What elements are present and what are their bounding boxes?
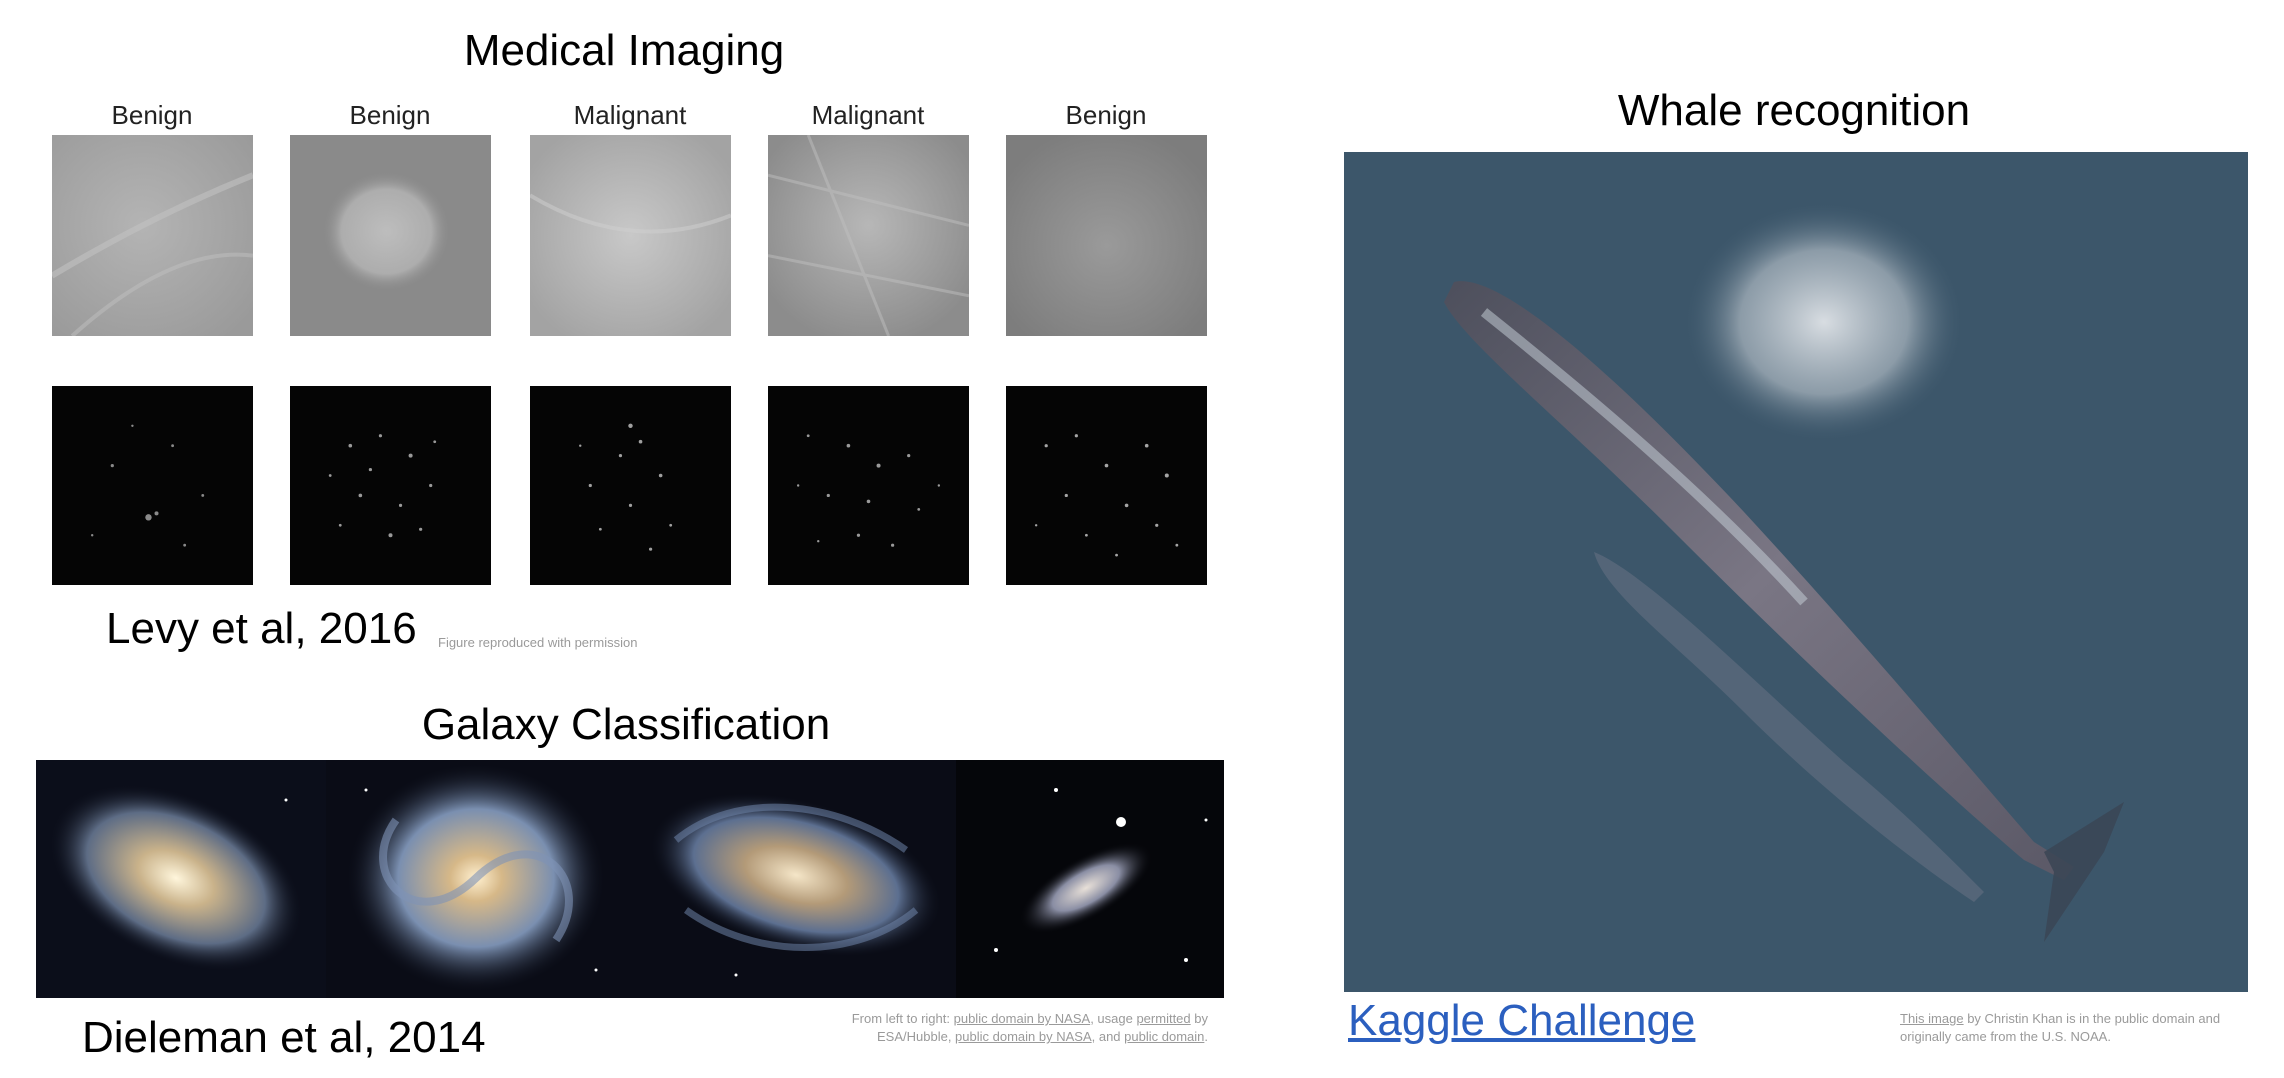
saliency-map-2 (290, 386, 491, 585)
mammogram-image-2 (290, 135, 491, 336)
mammogram-image-5 (1006, 135, 1207, 336)
credit-prefix: From left to right: (851, 1011, 954, 1026)
mammogram-image-4 (768, 135, 969, 336)
galaxy-image-credit: From left to right: public domain by NAS… (700, 1010, 1208, 1046)
credit-mid-3: , and (1091, 1029, 1125, 1044)
mammogram-image-1 (52, 135, 253, 336)
permission-note: Figure reproduced with permission (438, 635, 638, 650)
saliency-map-1 (52, 386, 253, 585)
column-label-4: Malignant (811, 100, 925, 130)
whale-recognition-title: Whale recognition (1617, 86, 1971, 135)
credit-mid-2: by (1190, 1011, 1208, 1026)
credit-line2-prefix: ESA/Hubble, (877, 1029, 956, 1044)
galaxy-citation: Dieleman et al, 2014 (82, 1013, 486, 1062)
medical-citation: Levy et al, 2016 (106, 604, 417, 653)
mammogram-image-3 (530, 135, 731, 336)
whale-credit-text-1: by Christin Khan is in the public domain… (1963, 1011, 2221, 1026)
credit-link-permitted[interactable]: permitted (1136, 1011, 1191, 1026)
galaxy-classification-title: Galaxy Classification (421, 700, 831, 749)
column-label-2: Benign (349, 100, 431, 130)
whale-image-credit: This image by Christin Khan is in the pu… (1900, 1010, 2260, 1046)
saliency-map-4 (768, 386, 969, 585)
whale-credit-text-2: originally came from the U.S. NOAA. (1900, 1029, 2111, 1044)
credit-link-nasa-2[interactable]: public domain by NASA (955, 1029, 1092, 1044)
credit-end: . (1204, 1029, 1208, 1044)
kaggle-challenge-link[interactable]: Kaggle Challenge (1348, 996, 1696, 1045)
credit-mid-1: , usage (1090, 1011, 1137, 1026)
column-label-5: Benign (1065, 100, 1147, 130)
credit-link-nasa-1[interactable]: public domain by NASA (953, 1011, 1091, 1026)
whale-credit-link[interactable]: This image (1900, 1011, 1964, 1026)
column-label-3: Malignant (573, 100, 687, 130)
galaxy-images-strip (36, 760, 1224, 998)
column-label-1: Benign (111, 100, 193, 130)
medical-imaging-title: Medical Imaging (463, 26, 785, 75)
saliency-map-5 (1006, 386, 1207, 585)
saliency-map-3 (530, 386, 731, 585)
whale-photo (1344, 152, 2248, 992)
credit-link-public-domain[interactable]: public domain (1124, 1029, 1205, 1044)
